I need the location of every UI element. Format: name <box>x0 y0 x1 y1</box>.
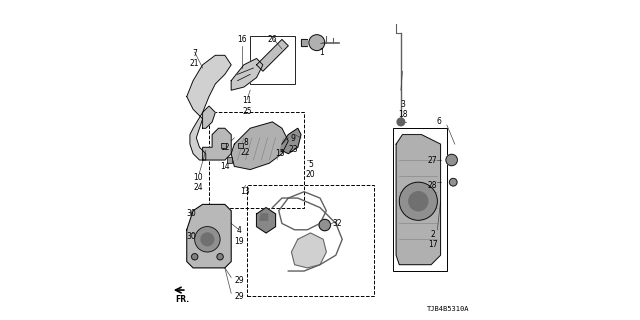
Polygon shape <box>396 135 440 265</box>
Polygon shape <box>187 55 231 160</box>
Polygon shape <box>187 204 231 268</box>
Text: 2
17: 2 17 <box>428 230 437 249</box>
Text: TJB4B5310A: TJB4B5310A <box>427 306 469 312</box>
Polygon shape <box>301 39 307 46</box>
Circle shape <box>195 227 220 252</box>
Text: 29: 29 <box>234 292 244 301</box>
Circle shape <box>397 118 404 126</box>
Polygon shape <box>231 122 288 170</box>
Text: 8
22: 8 22 <box>241 138 250 157</box>
Polygon shape <box>282 128 301 154</box>
Bar <box>238 143 243 148</box>
Polygon shape <box>203 128 231 160</box>
Circle shape <box>409 192 428 211</box>
Text: 29: 29 <box>234 276 244 285</box>
Circle shape <box>217 253 223 260</box>
Polygon shape <box>203 106 215 128</box>
Text: 14: 14 <box>220 162 230 171</box>
Bar <box>227 157 232 163</box>
Polygon shape <box>291 233 326 268</box>
Text: 4
19: 4 19 <box>234 227 244 246</box>
Bar <box>221 143 226 148</box>
Text: FR.: FR. <box>175 295 189 304</box>
Circle shape <box>449 178 457 186</box>
Text: 13: 13 <box>241 187 250 196</box>
Text: 7
21: 7 21 <box>190 49 200 68</box>
Text: 3
18: 3 18 <box>397 100 407 119</box>
Text: 30: 30 <box>187 209 196 219</box>
Circle shape <box>309 35 324 51</box>
Text: 1: 1 <box>319 48 324 57</box>
Text: 26: 26 <box>268 35 277 44</box>
Circle shape <box>191 253 198 260</box>
Circle shape <box>399 182 437 220</box>
Circle shape <box>201 233 214 246</box>
Text: 28: 28 <box>428 181 437 190</box>
Polygon shape <box>257 208 276 233</box>
Polygon shape <box>260 214 268 220</box>
Text: 16: 16 <box>237 35 247 44</box>
Bar <box>250 36 294 84</box>
Bar <box>393 128 447 271</box>
Text: 11
25: 11 25 <box>242 96 252 116</box>
Circle shape <box>446 154 458 166</box>
Bar <box>209 112 304 208</box>
Text: 32: 32 <box>333 219 342 228</box>
Text: 30: 30 <box>187 232 196 241</box>
Text: 10
24: 10 24 <box>193 172 203 192</box>
Text: 6: 6 <box>436 117 442 126</box>
Circle shape <box>319 219 330 231</box>
Polygon shape <box>257 39 288 71</box>
Bar <box>247 185 374 296</box>
Text: 15: 15 <box>276 149 285 158</box>
Polygon shape <box>231 59 263 90</box>
Text: 9
23: 9 23 <box>288 134 298 154</box>
Text: 27: 27 <box>428 156 437 164</box>
Text: 5
20: 5 20 <box>306 160 316 179</box>
Text: 12: 12 <box>220 143 230 152</box>
